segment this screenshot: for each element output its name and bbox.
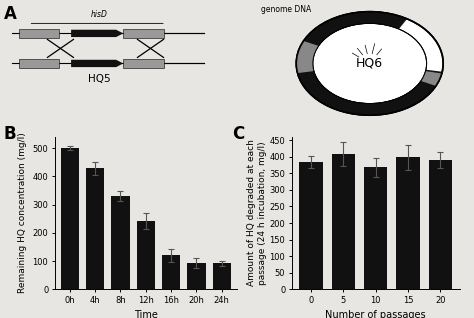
FancyArrow shape: [71, 30, 123, 37]
Bar: [86, 169, 104, 289]
Circle shape: [313, 23, 427, 104]
Bar: [123, 59, 164, 68]
Bar: [428, 160, 452, 289]
Polygon shape: [301, 77, 370, 115]
Bar: [123, 29, 164, 38]
Text: HQ6: HQ6: [356, 57, 383, 70]
Text: hisD: hisD: [91, 10, 108, 19]
Text: C: C: [233, 125, 245, 142]
Text: A: A: [4, 5, 17, 23]
Bar: [19, 59, 59, 68]
X-axis label: Number of passages: Number of passages: [325, 310, 426, 318]
Bar: [299, 162, 323, 289]
Polygon shape: [297, 12, 442, 115]
Y-axis label: Remaining HQ concentration (mg/l): Remaining HQ concentration (mg/l): [18, 133, 27, 294]
Text: B: B: [3, 125, 16, 142]
Polygon shape: [380, 84, 433, 114]
X-axis label: Time: Time: [134, 310, 158, 318]
Bar: [137, 221, 155, 289]
Bar: [213, 263, 231, 289]
Bar: [19, 29, 59, 38]
Text: genome DNA: genome DNA: [261, 5, 311, 14]
Polygon shape: [422, 72, 441, 85]
Polygon shape: [310, 12, 389, 40]
Bar: [396, 157, 419, 289]
Bar: [332, 154, 355, 289]
FancyArrow shape: [71, 60, 123, 67]
Bar: [111, 196, 129, 289]
Bar: [61, 148, 79, 289]
Text: HQ5: HQ5: [88, 74, 111, 84]
Y-axis label: Amount of HQ degraded at each
passage (24 h incubation, mg/l): Amount of HQ degraded at each passage (2…: [247, 140, 266, 287]
Circle shape: [296, 12, 443, 115]
Polygon shape: [297, 42, 318, 73]
Bar: [187, 263, 206, 289]
Bar: [162, 255, 180, 289]
Bar: [364, 167, 387, 289]
